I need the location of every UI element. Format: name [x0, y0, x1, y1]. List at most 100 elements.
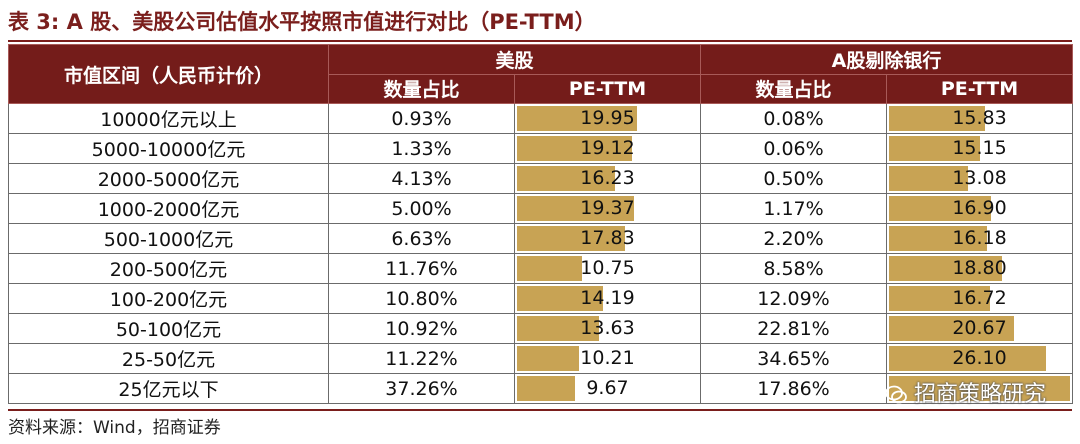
- cell-us-pe-bar: [517, 256, 582, 281]
- cell-us-pe-bar: [517, 136, 633, 161]
- cell-us-pe-value: 19.37: [580, 197, 635, 219]
- cell-us-pe-bar: [517, 226, 625, 251]
- cell-a-pe: 13.08: [886, 163, 1074, 194]
- header-a-share: 数量占比: [700, 73, 888, 104]
- cell-a-pe-value: 20.67: [952, 317, 1007, 339]
- cell-us-pe: 19.12: [513, 133, 702, 164]
- cell-us-pe-value: 16.23: [580, 167, 635, 189]
- cell-a-share: 0.06%: [700, 133, 888, 164]
- cell-a-share: 0.08%: [700, 103, 888, 134]
- cell-range: 25亿元以下: [8, 373, 329, 404]
- cell-us-share: 1.33%: [328, 133, 515, 164]
- cell-range: 2000-5000亿元: [8, 163, 329, 194]
- cell-us-share: 11.22%: [328, 343, 515, 374]
- cell-range: 50-100亿元: [8, 313, 329, 344]
- cell-us-share: 4.13%: [328, 163, 515, 194]
- watermark: 招商策略研究: [884, 380, 1046, 410]
- cell-a-pe: 16.72: [886, 283, 1074, 314]
- cell-us-share: 10.92%: [328, 313, 515, 344]
- cell-us-pe-bar: [517, 286, 603, 311]
- cell-us-pe-bar: [517, 166, 615, 191]
- cell-a-pe-value: 26.10: [952, 347, 1007, 369]
- header-row-columns: 数量占比 PE-TTM 数量占比 PE-TTM: [9, 73, 1074, 104]
- cell-us-share: 6.63%: [328, 223, 515, 254]
- table-row: 25-50亿元 11.22% 10.21 34.65% 26.10: [8, 343, 1074, 374]
- cell-a-pe-bar: [889, 316, 1014, 341]
- cell-a-pe-value: 16.18: [952, 227, 1007, 249]
- cell-us-share: 37.26%: [328, 373, 515, 404]
- watermark-text: 招商策略研究: [913, 382, 1046, 407]
- cell-us-pe-value: 19.12: [580, 137, 635, 159]
- cell-us-pe-bar: [517, 106, 638, 131]
- cell-a-share: 2.20%: [700, 223, 888, 254]
- cell-us-pe: 14.19: [513, 283, 702, 314]
- header-market-cap-range: 市值区间（人民币计价）: [8, 44, 329, 104]
- header-group-a-share: A股剔除银行: [700, 44, 1074, 75]
- header-us-pe: PE-TTM: [513, 73, 702, 104]
- cell-us-pe: 19.95: [513, 103, 702, 134]
- cell-a-pe: 16.18: [886, 223, 1074, 254]
- cell-a-share: 22.81%: [700, 313, 888, 344]
- cell-us-pe: 17.83: [513, 223, 702, 254]
- cell-us-pe-value: 17.83: [580, 227, 635, 249]
- table-row: 500-1000亿元 6.63% 17.83 2.20% 16.18: [8, 223, 1074, 254]
- cell-us-share: 0.93%: [328, 103, 515, 134]
- cell-range: 5000-10000亿元: [8, 133, 329, 164]
- cell-us-pe: 10.21: [513, 343, 702, 374]
- cell-a-pe-bar: [889, 106, 985, 131]
- cell-a-pe-bar: [889, 346, 1047, 371]
- cell-us-pe: 10.75: [513, 253, 702, 284]
- cell-a-pe: 15.83: [886, 103, 1074, 134]
- cell-us-pe: 13.63: [513, 313, 702, 344]
- cell-us-pe-value: 19.95: [580, 107, 635, 129]
- table-row: 2000-5000亿元 4.13% 16.23 0.50% 13.08: [8, 163, 1074, 194]
- cell-a-pe-value: 16.90: [952, 197, 1007, 219]
- cell-a-share: 8.58%: [700, 253, 888, 284]
- table-row: 200-500亿元 11.76% 10.75 8.58% 18.80: [8, 253, 1074, 284]
- source-note: 资料来源：Wind，招商证券: [8, 418, 221, 438]
- cell-a-pe: [886, 373, 1074, 404]
- table-body: 10000亿元以上 0.93% 19.95 0.08% 15.83 5000-10000亿…: [8, 103, 1074, 404]
- cell-range: 200-500亿元: [8, 253, 329, 284]
- cell-a-pe: 15.15: [886, 133, 1074, 164]
- cell-a-pe-bar: [889, 166, 968, 191]
- table-row: 1000-2000亿元 5.00% 19.37 1.17% 16.90: [8, 193, 1074, 224]
- table-title: 表 3: A 股、美股公司估值水平按照市值进行对比（PE-TTM）: [8, 10, 596, 34]
- cell-a-pe-value: 15.15: [952, 137, 1007, 159]
- cell-a-pe: 20.67: [886, 313, 1074, 344]
- cell-us-share: 11.76%: [328, 253, 515, 284]
- title-divider: [8, 40, 1072, 42]
- header-a-pe: PE-TTM: [886, 73, 1074, 104]
- cell-a-pe-bar: [889, 196, 991, 221]
- cell-us-pe-bar: [517, 316, 600, 341]
- table-row: 10000亿元以上 0.93% 19.95 0.08% 15.83: [8, 103, 1074, 134]
- cell-us-share: 10.80%: [328, 283, 515, 314]
- cell-us-pe-value: 9.67: [586, 377, 629, 399]
- footer-divider: [8, 409, 1072, 411]
- cell-range: 100-200亿元: [8, 283, 329, 314]
- cell-range: 25-50亿元: [8, 343, 329, 374]
- cell-a-pe-bar: [889, 136, 981, 161]
- cell-us-pe-value: 13.63: [580, 317, 635, 339]
- cell-us-pe: 9.67: [513, 373, 702, 404]
- cell-a-pe-bar: [889, 256, 1003, 281]
- cell-us-share: 5.00%: [328, 193, 515, 224]
- cell-a-pe: 18.80: [886, 253, 1074, 284]
- cell-us-pe: 19.37: [513, 193, 702, 224]
- cell-a-share: 34.65%: [700, 343, 888, 374]
- cell-range: 10000亿元以上: [8, 103, 329, 134]
- cell-us-pe-bar: [517, 346, 579, 371]
- cell-a-pe-bar: [889, 286, 990, 311]
- cell-a-share: 0.50%: [700, 163, 888, 194]
- cell-a-pe: 16.90: [886, 193, 1074, 224]
- cell-us-pe-value: 10.75: [580, 257, 635, 279]
- table-row: 25亿元以下 37.26% 9.67 17.86%: [8, 373, 1074, 404]
- cell-a-share: 12.09%: [700, 283, 888, 314]
- cell-us-pe-bar: [517, 376, 576, 401]
- cell-range: 500-1000亿元: [8, 223, 329, 254]
- wechat-icon: [885, 385, 907, 404]
- header-us-share: 数量占比: [328, 73, 515, 104]
- cell-us-pe-value: 14.19: [580, 287, 635, 309]
- cell-us-pe-value: 10.21: [580, 347, 635, 369]
- cell-range: 1000-2000亿元: [8, 193, 329, 224]
